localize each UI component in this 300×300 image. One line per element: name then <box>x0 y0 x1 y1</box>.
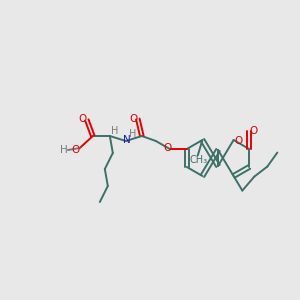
Text: O: O <box>249 126 257 136</box>
Text: CH₃: CH₃ <box>190 155 208 165</box>
Text: H: H <box>60 145 68 155</box>
Text: H: H <box>111 126 118 136</box>
Text: O: O <box>235 136 243 146</box>
Text: N: N <box>123 135 131 145</box>
Text: O: O <box>72 145 80 155</box>
Text: O: O <box>79 114 87 124</box>
Text: O: O <box>164 143 172 153</box>
Text: O: O <box>130 114 138 124</box>
Text: H: H <box>129 129 136 139</box>
